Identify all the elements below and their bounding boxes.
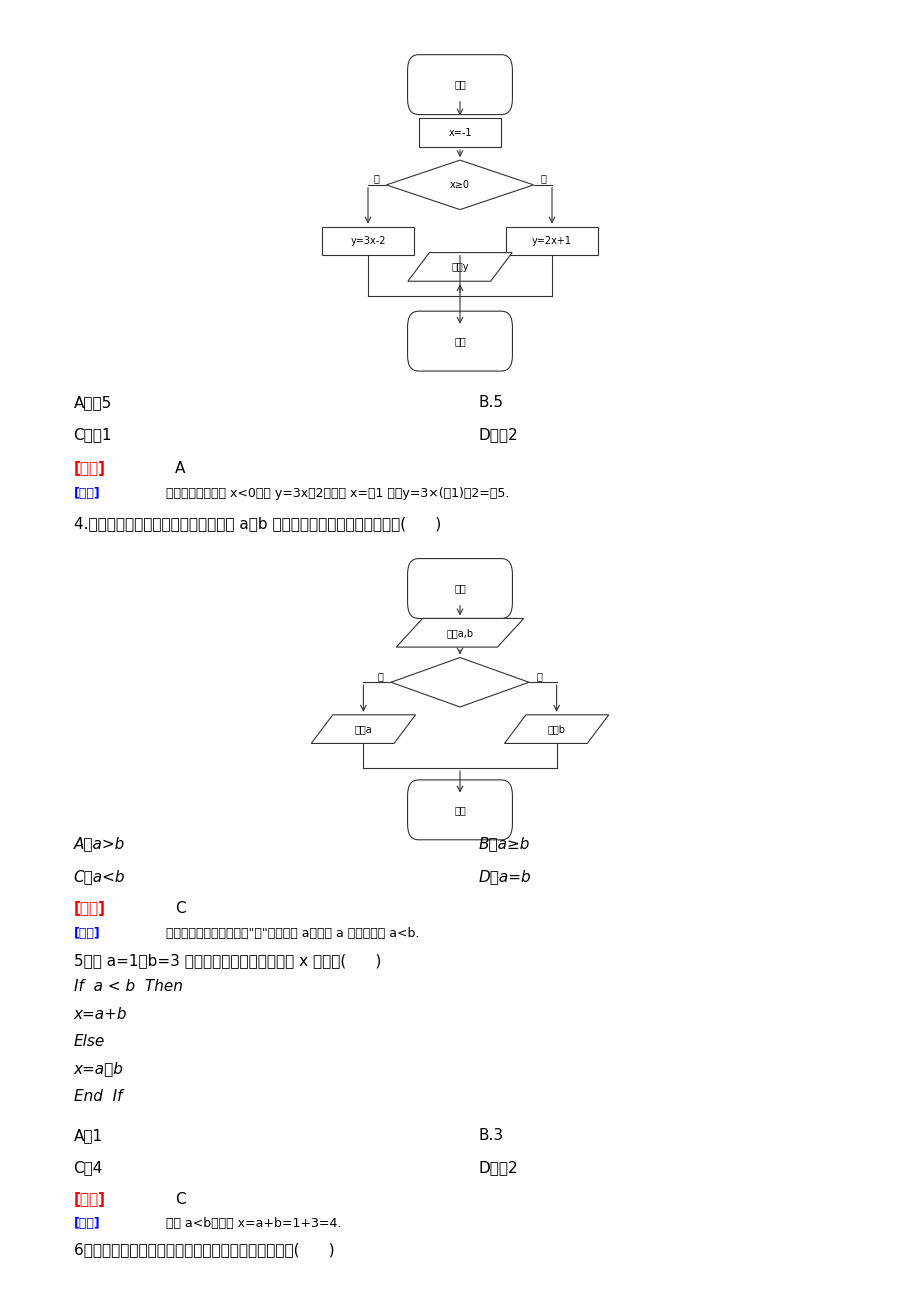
Text: C: C — [175, 1191, 186, 1207]
Polygon shape — [386, 160, 533, 210]
Text: D．a=b: D．a=b — [478, 868, 530, 884]
Text: 结束: 结束 — [454, 805, 465, 815]
Text: 开始: 开始 — [454, 79, 465, 90]
FancyBboxPatch shape — [418, 118, 501, 147]
Text: End  If: End If — [74, 1088, 122, 1104]
Text: 输出的是较小的数，回答"是"时输出了 a，说明 a 较小，故填 a<b.: 输出的是较小的数，回答"是"时输出了 a，说明 a 较小，故填 a<b. — [165, 927, 418, 940]
Text: 否: 否 — [373, 173, 379, 184]
FancyBboxPatch shape — [407, 55, 512, 115]
Text: 5．当 a=1，b=3 时，执行完下面一段程序后 x 的值是(      ): 5．当 a=1，b=3 时，执行完下面一段程序后 x 的值是( ) — [74, 953, 380, 969]
Text: 输入a,b: 输入a,b — [446, 628, 473, 638]
Text: D．－2: D．－2 — [478, 427, 517, 443]
Polygon shape — [311, 715, 415, 743]
Text: 否: 否 — [536, 671, 541, 681]
Text: x=-1: x=-1 — [448, 128, 471, 138]
Text: B.5: B.5 — [478, 395, 503, 410]
Text: y=2x+1: y=2x+1 — [531, 236, 572, 246]
Text: [解析]: [解析] — [74, 1217, 100, 1230]
Text: [解析]: [解析] — [74, 927, 100, 940]
Text: 是: 是 — [540, 173, 546, 184]
Text: A．a>b: A．a>b — [74, 836, 125, 852]
FancyBboxPatch shape — [407, 559, 512, 618]
Text: 开始: 开始 — [454, 583, 465, 594]
Text: 因为 a<b，所以 x=a+b=1+3=4.: 因为 a<b，所以 x=a+b=1+3=4. — [165, 1217, 341, 1230]
Text: D．－2: D．－2 — [478, 1160, 517, 1176]
Text: [答案]: [答案] — [74, 1191, 106, 1207]
Text: A．1: A．1 — [74, 1128, 103, 1143]
FancyBboxPatch shape — [505, 227, 597, 255]
Text: 输出b: 输出b — [547, 724, 565, 734]
Text: A．－5: A．－5 — [74, 395, 112, 410]
Text: 输出y: 输出y — [450, 262, 469, 272]
Text: C．－1: C．－1 — [74, 427, 112, 443]
Text: 是: 是 — [378, 671, 383, 681]
Text: Else: Else — [74, 1034, 105, 1049]
Text: [解析]: [解析] — [74, 487, 100, 500]
Text: If  a < b  Then: If a < b Then — [74, 979, 182, 995]
Text: 结束: 结束 — [454, 336, 465, 346]
Polygon shape — [504, 715, 608, 743]
Text: 6．给出下面的算法框图，那么其循环体执行的次数是(      ): 6．给出下面的算法框图，那么其循环体执行的次数是( ) — [74, 1242, 334, 1258]
Text: 根据判断框，如果 x<0，则 y=3x－2，所以 x=－1 时，y=3×(－1)－2=－5.: 根据判断框，如果 x<0，则 y=3x－2，所以 x=－1 时，y=3×(－1)… — [165, 487, 508, 500]
Text: x≥0: x≥0 — [449, 180, 470, 190]
Text: C: C — [175, 901, 186, 917]
Polygon shape — [396, 618, 523, 647]
Text: C．a<b: C．a<b — [74, 868, 125, 884]
Text: B．a≥b: B．a≥b — [478, 836, 529, 852]
FancyBboxPatch shape — [407, 780, 512, 840]
Text: C．4: C．4 — [74, 1160, 103, 1176]
Text: A: A — [175, 461, 185, 477]
Text: [答案]: [答案] — [74, 901, 106, 917]
Text: x=a－b: x=a－b — [74, 1061, 123, 1077]
Text: 4.给出下列流程图，欲输出给定两实数 a、b 中的较小的数，则判断框中应填(      ): 4.给出下列流程图，欲输出给定两实数 a、b 中的较小的数，则判断框中应填( ) — [74, 516, 440, 531]
FancyBboxPatch shape — [322, 227, 414, 255]
Text: x=a+b: x=a+b — [74, 1006, 127, 1022]
Polygon shape — [407, 253, 512, 281]
Text: [答案]: [答案] — [74, 461, 106, 477]
Text: y=3x-2: y=3x-2 — [350, 236, 385, 246]
Text: 输出a: 输出a — [354, 724, 372, 734]
Polygon shape — [391, 658, 528, 707]
Text: B.3: B.3 — [478, 1128, 503, 1143]
FancyBboxPatch shape — [407, 311, 512, 371]
